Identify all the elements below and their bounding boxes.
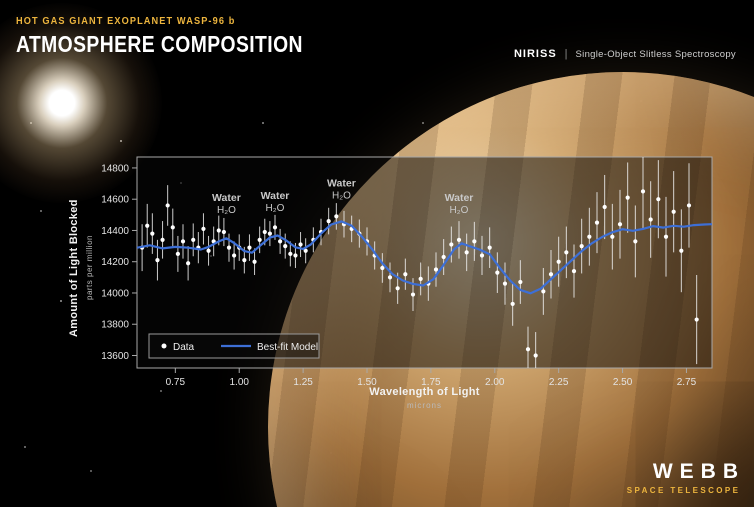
instrument-divider: | xyxy=(564,48,568,60)
y-tick-label: 13800 xyxy=(101,320,129,331)
axis-ticks: 13600 13800 14000 14200 14400 14600 14800 0.75 1… xyxy=(101,163,696,388)
svg-text:Water: Water xyxy=(327,178,356,190)
y-tick-label: 14800 xyxy=(101,163,129,174)
x-tick-label: 2.00 xyxy=(485,377,505,388)
data-points xyxy=(140,157,699,368)
instrument-name: NIRISS xyxy=(513,48,557,60)
svg-text:H₂O: H₂O xyxy=(217,205,236,216)
x-tick-label: 1.00 xyxy=(229,377,249,388)
instrument-info: NIRISS | Single-Object Slitless Spectros… xyxy=(514,48,736,60)
plot-panel xyxy=(136,156,713,369)
x-tick-label: 1.75 xyxy=(421,377,441,388)
svg-text:H₂O: H₂O xyxy=(266,203,285,214)
svg-text:H₂O: H₂O xyxy=(450,205,469,216)
webb-wordmark: WEBB xyxy=(652,460,745,483)
header: HOT GAS GIANT EXOPLANET WASP-96 b ATMOSP… xyxy=(16,16,358,58)
legend-data-marker xyxy=(161,343,167,349)
host-star-glow xyxy=(0,3,162,203)
x-axis-subtitle: microns xyxy=(406,401,442,410)
background-stars xyxy=(0,0,2,2)
x-axis-title: Wavelength of Light xyxy=(369,386,480,398)
y-tick-label: 14000 xyxy=(101,288,129,299)
svg-text:H₂O: H₂O xyxy=(332,191,351,202)
x-tick-label: 2.50 xyxy=(613,377,633,388)
y-axis-title: Amount of Light Blocked xyxy=(68,199,80,337)
svg-text:Water: Water xyxy=(261,190,290,202)
best-fit-model-line xyxy=(137,220,712,295)
webb-tagline: SPACE TELESCOPE xyxy=(626,486,741,495)
y-axis-subtitle: parts per million xyxy=(85,235,94,301)
page-title: ATMOSPHERE COMPOSITION xyxy=(16,31,303,57)
y-tick-label: 13600 xyxy=(101,351,129,362)
svg-text:Water: Water xyxy=(212,192,241,204)
y-tick-label: 14600 xyxy=(101,195,129,206)
webb-logo: WEBB SPACE TELESCOPE xyxy=(627,460,738,495)
x-tick-label: 1.50 xyxy=(357,377,377,388)
x-tick-label: 0.75 xyxy=(166,377,186,388)
y-tick-label: 14200 xyxy=(101,257,129,268)
transmission-spectrum-chart: 13600 13800 14000 14200 14400 14600 14800 0.75 1… xyxy=(101,156,713,388)
svg-text:Water: Water xyxy=(445,192,474,204)
instrument-mode: Single-Object Slitless Spectroscopy xyxy=(575,49,736,60)
x-tick-label: 1.25 xyxy=(293,377,313,388)
x-tick-label: 2.75 xyxy=(677,377,697,388)
x-tick-label: 2.25 xyxy=(549,377,569,388)
legend-model-label: Best-fit Model xyxy=(257,342,318,353)
header-kicker: HOT GAS GIANT EXOPLANET WASP-96 b xyxy=(16,16,236,27)
chart-legend: Data Best-fit Model xyxy=(148,333,320,359)
legend-data-label: Data xyxy=(173,342,195,353)
y-tick-label: 14400 xyxy=(101,226,129,237)
